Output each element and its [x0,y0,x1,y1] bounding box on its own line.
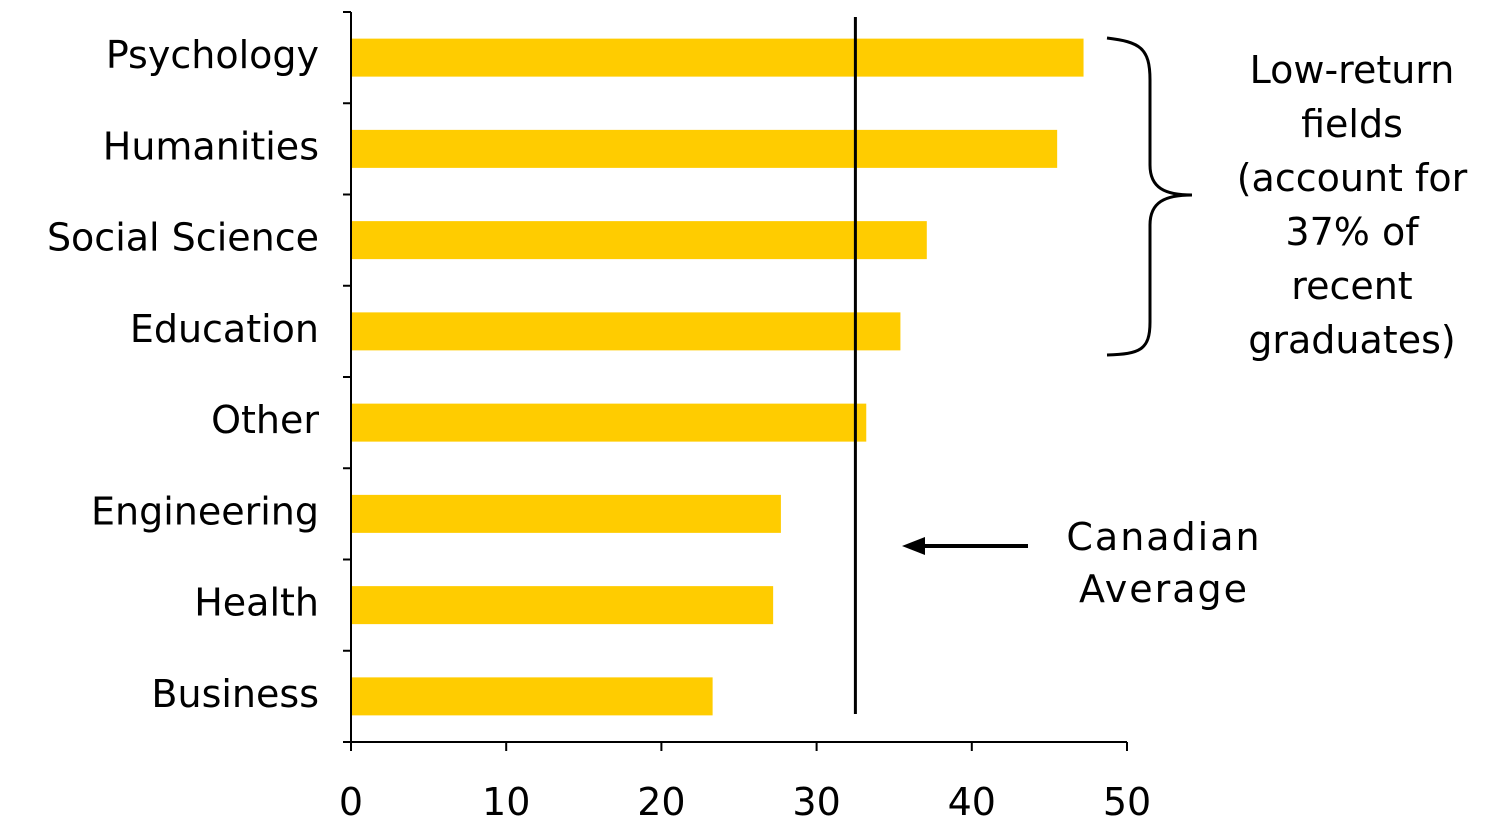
bracket-label-line: graduates) [1248,318,1455,362]
category-label: Education [130,307,319,351]
x-tick-labels: 0 10 20 30 40 50 [339,780,1151,818]
bar-psychology [351,38,1084,77]
bar-other [351,403,867,442]
bar-education [351,312,901,351]
bar-engineering [351,494,781,533]
bar-social-science [351,221,927,260]
bracket-label-line: fields [1301,102,1403,146]
x-tick-label: 10 [482,780,530,818]
average-label-line: Average [1079,567,1249,611]
category-label: Humanities [103,124,319,168]
category-label: Psychology [106,33,319,77]
category-label: Engineering [91,489,319,533]
bracket-annotation: Low-return fields (account for 37% of recent… [1106,36,1468,362]
average-label-line: Canadian [1066,515,1261,559]
category-label: Health [194,581,319,625]
curly-bracket [1106,36,1193,357]
category-label: Social Science [47,216,319,260]
axes [343,11,1128,751]
average-arrow-head [902,537,925,555]
bar-health [351,586,774,625]
bracket-label-line: 37% of [1285,210,1420,254]
x-tick-label: 20 [637,780,685,818]
category-labels: Psychology Humanities Social Science Educat… [47,33,319,716]
bar-business [351,677,713,716]
bracket-label-line: recent [1291,264,1412,308]
x-tick-label: 40 [948,780,996,818]
bracket-label-line: (account for [1237,156,1468,200]
x-tick-label: 0 [339,780,363,818]
bars [351,38,1084,716]
bar-humanities [351,129,1058,168]
category-label: Business [151,672,319,716]
category-label: Other [211,398,319,442]
x-tick-label: 30 [792,780,840,818]
x-tick-label: 50 [1103,780,1151,818]
average-annotation: Canadian Average [853,17,1261,714]
bracket-label-line: Low-return [1250,48,1455,92]
